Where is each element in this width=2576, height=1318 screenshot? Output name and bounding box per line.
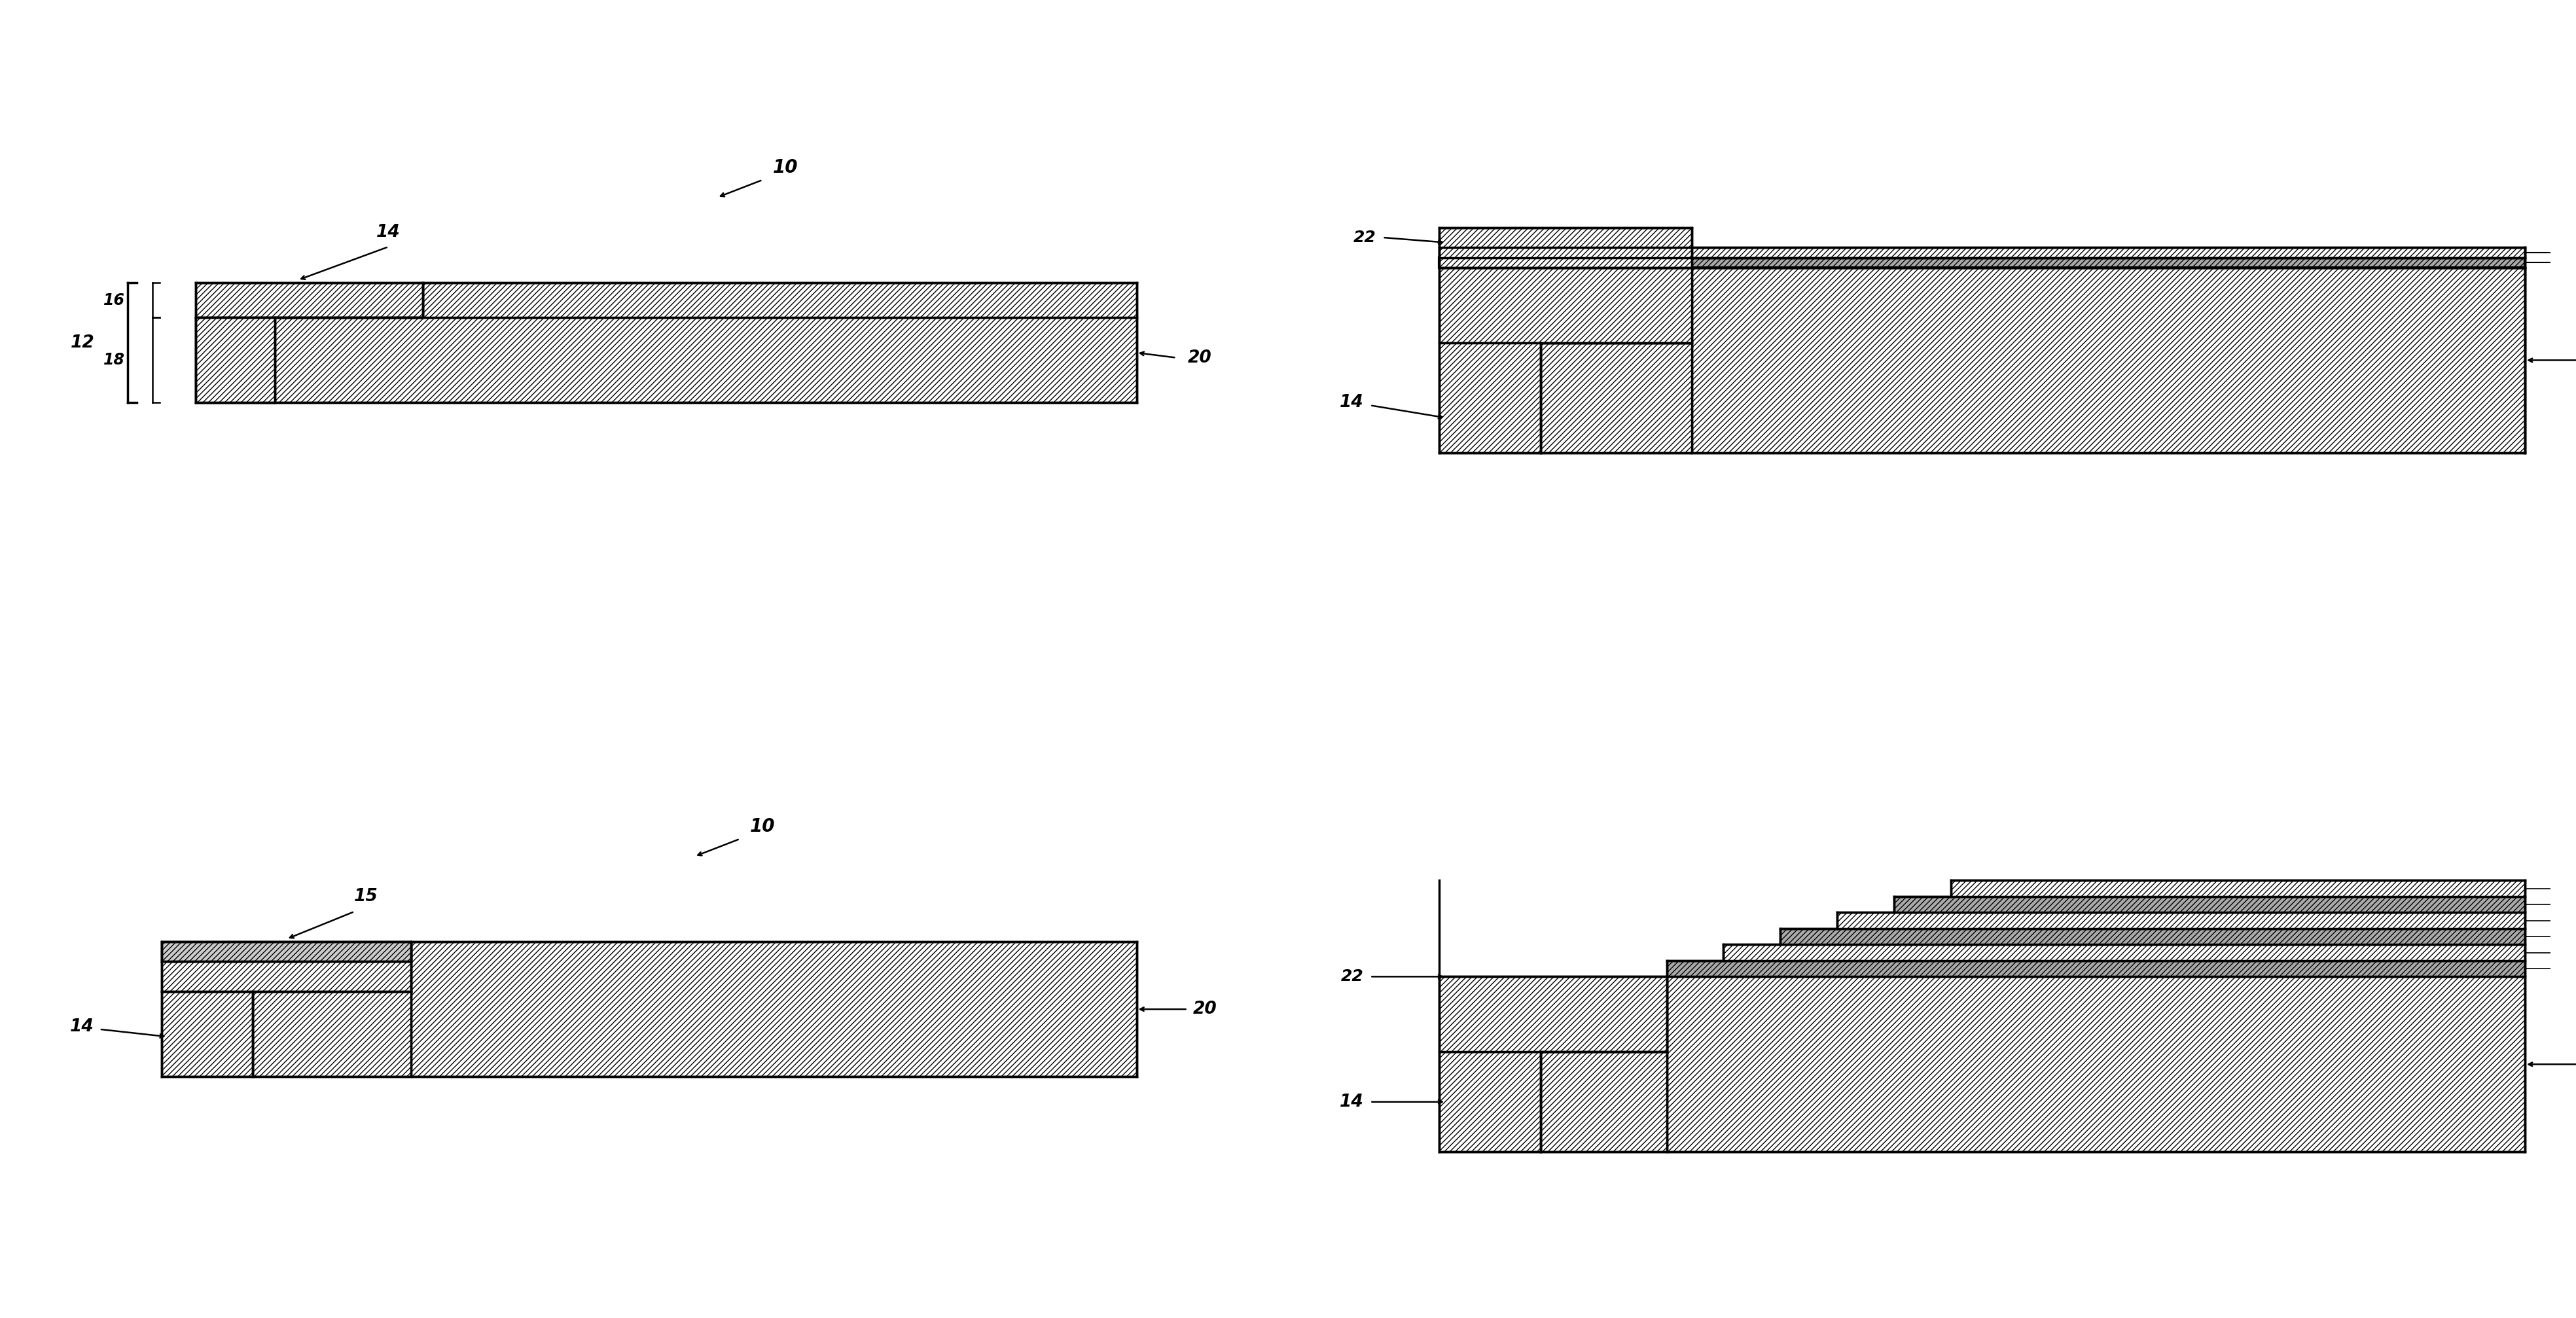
Text: 10: 10: [750, 817, 775, 836]
Bar: [162, 941, 412, 991]
Bar: [1440, 977, 1667, 1052]
Bar: [162, 941, 412, 962]
Text: 20: 20: [1188, 349, 1211, 366]
Bar: [1440, 343, 1540, 453]
Bar: [1440, 257, 2524, 268]
Bar: [1440, 268, 1692, 343]
Text: 18: 18: [103, 352, 126, 368]
Bar: [1440, 1052, 1540, 1152]
Text: 12: 12: [70, 335, 95, 351]
Bar: [196, 318, 276, 403]
Bar: [1780, 929, 2524, 945]
Text: 14: 14: [1340, 1094, 1363, 1110]
Bar: [252, 991, 412, 1077]
Bar: [1950, 880, 2524, 896]
Text: 16: 16: [103, 293, 126, 308]
Bar: [1540, 1052, 1667, 1152]
Bar: [1440, 228, 1692, 268]
Bar: [422, 282, 1136, 318]
Bar: [1837, 912, 2524, 929]
Text: 14: 14: [1340, 394, 1363, 411]
Bar: [1692, 268, 2524, 453]
Text: 22: 22: [1342, 969, 1363, 985]
Bar: [412, 941, 1136, 1077]
Text: 14: 14: [376, 224, 399, 241]
Bar: [162, 991, 252, 1077]
Text: 20: 20: [1193, 1000, 1218, 1017]
Bar: [196, 318, 1136, 403]
Text: 15: 15: [353, 888, 379, 905]
Bar: [1893, 896, 2524, 912]
Bar: [1667, 961, 2524, 977]
Bar: [1440, 248, 2524, 257]
Text: 14: 14: [70, 1019, 93, 1035]
Text: 22: 22: [1352, 229, 1376, 245]
Text: 10: 10: [773, 158, 799, 177]
Bar: [1540, 343, 1692, 453]
Bar: [1667, 977, 2524, 1152]
Bar: [1723, 945, 2524, 961]
Bar: [196, 282, 422, 318]
